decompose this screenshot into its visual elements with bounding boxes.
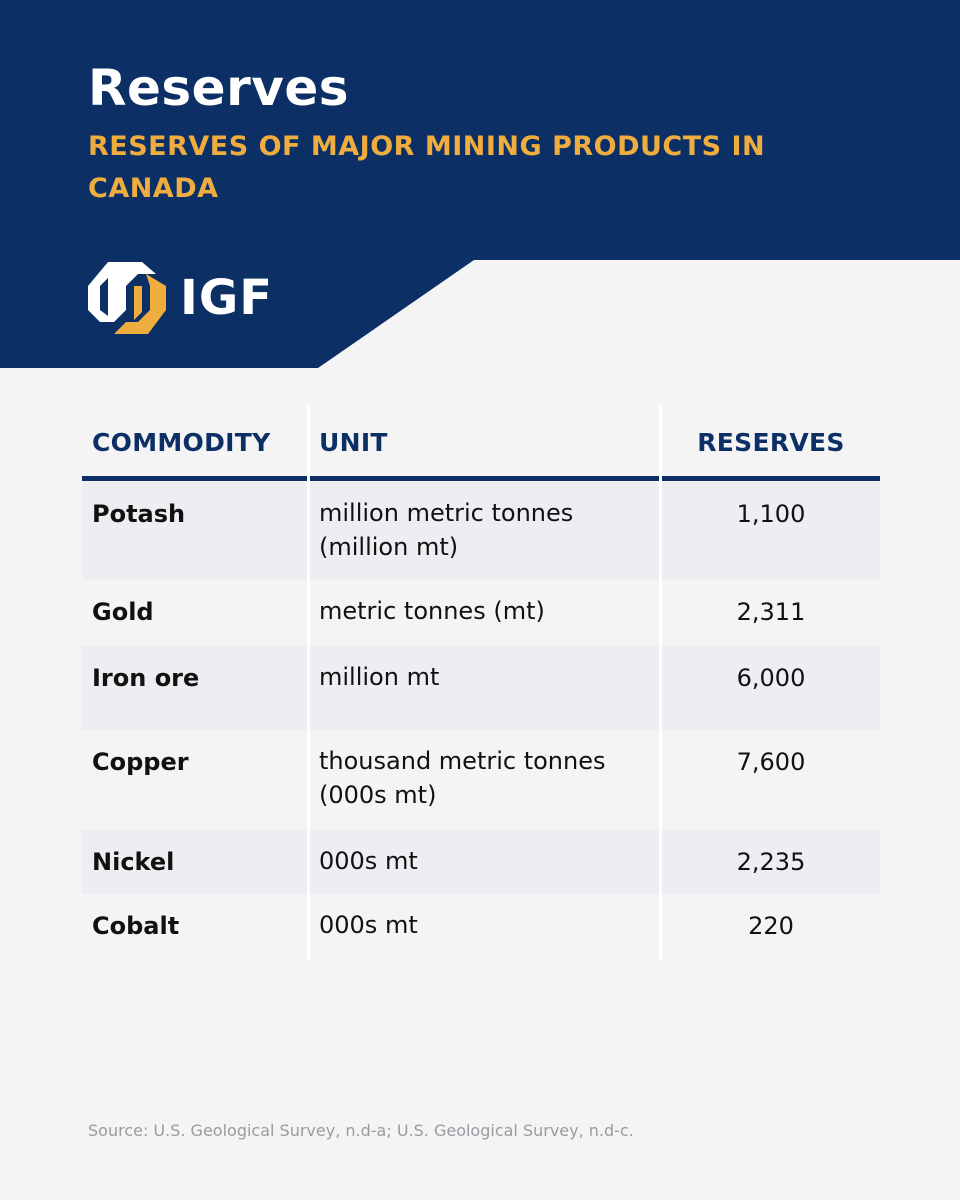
header-banner [0,0,960,368]
source-note: Source: U.S. Geological Survey, n.d-a; U… [88,1121,634,1140]
reserves-table: COMMODITY UNIT RESERVES Potash million m… [82,404,880,960]
header-commodity: COMMODITY [92,428,271,457]
igf-logo: IGF [86,260,273,336]
row-unit: 000s mt [319,847,418,875]
row-reserves: 220 [748,912,794,940]
column-divider-2 [659,404,662,960]
row-commodity: Gold [92,598,154,626]
table-row: Iron ore million mt 6,000 [82,646,880,730]
page-subtitle: RESERVES OF MAJOR MINING PRODUCTS IN CAN… [88,131,766,204]
page-title: Reserves [88,59,350,117]
row-reserves: 7,600 [736,748,806,776]
table-row: Potash million metric tonnes (million mt… [82,482,880,580]
table-row: Copper thousand metric tonnes (000s mt) … [82,730,880,830]
header-rule [82,476,880,481]
table-header-row: COMMODITY UNIT RESERVES [82,404,880,482]
row-unit: million metric tonnes (million mt) [319,499,574,561]
row-unit: million mt [319,663,440,691]
header-reserves: RESERVES [697,428,845,457]
table-row: Nickel 000s mt 2,235 [82,830,880,894]
row-reserves: 2,311 [736,598,806,626]
row-unit: 000s mt [319,911,418,939]
row-reserves: 6,000 [736,664,806,692]
header-unit: UNIT [319,428,388,457]
row-unit: metric tonnes (mt) [319,597,545,625]
igf-logo-icon [88,262,166,334]
row-unit: thousand metric tonnes (000s mt) [319,747,606,809]
column-divider-1 [307,404,310,960]
row-reserves: 2,235 [736,848,806,876]
row-commodity: Nickel [92,848,175,876]
row-commodity: Iron ore [92,664,200,692]
row-reserves: 1,100 [736,500,806,528]
table-row: Cobalt 000s mt 220 [82,894,880,960]
row-commodity: Copper [92,748,189,776]
row-commodity: Potash [92,500,186,528]
igf-logo-text: IGF [180,270,274,326]
table-row: Gold metric tonnes (mt) 2,311 [82,580,880,646]
row-commodity: Cobalt [92,912,180,940]
